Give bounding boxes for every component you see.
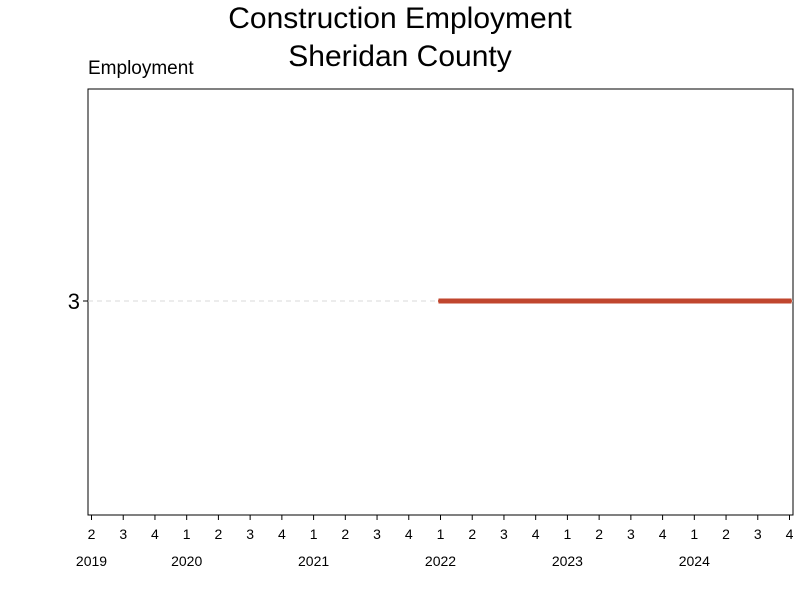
x-tick-label: 4 (405, 526, 413, 542)
x-tick-label: 2 (341, 526, 349, 542)
x-tick-label: 4 (532, 526, 540, 542)
x-tick-label: 1 (437, 526, 445, 542)
x-tick-label: 3 (754, 526, 762, 542)
data-point (755, 298, 761, 304)
x-year-label: 2020 (171, 553, 202, 569)
x-tick-label: 3 (119, 526, 127, 542)
x-tick-label: 1 (690, 526, 698, 542)
x-year-label: 2019 (76, 553, 107, 569)
x-year-label: 2021 (298, 553, 329, 569)
x-tick-label: 1 (183, 526, 191, 542)
y-tick-label: 3 (68, 289, 80, 314)
x-tick-label: 4 (786, 526, 794, 542)
x-tick-label: 2 (595, 526, 603, 542)
data-point (723, 298, 729, 304)
data-point (501, 298, 507, 304)
chart-subtitle: Sheridan County (288, 40, 512, 73)
x-tick-label: 1 (310, 526, 318, 542)
x-tick-label: 4 (659, 526, 667, 542)
data-point (533, 298, 539, 304)
x-tick-label: 4 (151, 526, 159, 542)
data-point (660, 298, 666, 304)
x-tick-label: 3 (246, 526, 254, 542)
x-tick-label: 1 (564, 526, 572, 542)
data-point (787, 298, 792, 304)
x-tick-label: 2 (722, 526, 730, 542)
x-tick-label: 3 (373, 526, 381, 542)
x-tick-label: 4 (278, 526, 286, 542)
data-point (438, 298, 443, 304)
x-tick-label: 3 (627, 526, 635, 542)
x-tick-label: 2 (88, 526, 96, 542)
x-tick-label: 2 (468, 526, 476, 542)
data-point (564, 298, 570, 304)
data-point (596, 298, 602, 304)
data-point (691, 298, 697, 304)
data-point (628, 298, 634, 304)
y-axis-label: Employment (88, 58, 194, 79)
x-tick-label: 3 (500, 526, 508, 542)
data-point (469, 298, 475, 304)
x-year-label: 2024 (679, 553, 710, 569)
x-year-label: 2022 (425, 553, 456, 569)
x-tick-label: 2 (215, 526, 223, 542)
chart-title: Construction Employment (228, 2, 572, 35)
x-year-label: 2023 (552, 553, 583, 569)
